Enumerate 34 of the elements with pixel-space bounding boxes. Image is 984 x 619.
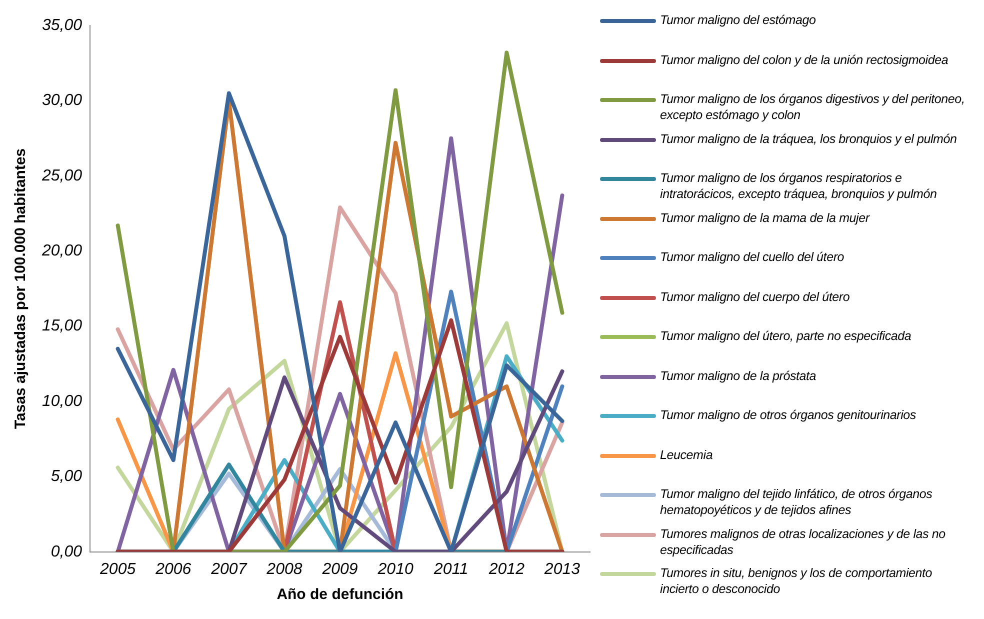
legend-label: Tumor maligno del cuello del útero bbox=[660, 249, 844, 265]
legend-label: Tumor maligno del cuerpo del útero bbox=[660, 288, 850, 304]
legend-label: Tumores in situ, benignos y los de comportamiento incierto o desconocido bbox=[660, 565, 934, 597]
x-tick-label: 2006 bbox=[154, 560, 192, 578]
x-tick-label: 2009 bbox=[321, 560, 358, 578]
y-tick-label: 10,00 bbox=[42, 392, 82, 410]
x-axis-title: Año de defunción bbox=[276, 586, 404, 604]
y-tick-label: 20,00 bbox=[40, 242, 82, 260]
y-tick-label: 5,00 bbox=[50, 468, 82, 486]
legend-label: Leucemia bbox=[660, 446, 713, 462]
y-axis-title: Tasas ajustadas por 100.000 habitantes bbox=[12, 148, 30, 430]
x-tick-label: 2010 bbox=[376, 560, 414, 578]
legend-label: Tumores malignos de otras localizaciones y de las no especificadas bbox=[660, 526, 946, 558]
y-tick-label: 0,00 bbox=[50, 543, 82, 560]
x-tick-label: 2012 bbox=[488, 560, 525, 578]
y-tick-label: 30,00 bbox=[42, 92, 82, 110]
legend-label: Tumor maligno de la mama de la mujer bbox=[660, 210, 870, 226]
legend-label: Tumor maligno de otros órganos genitourinarios bbox=[660, 407, 916, 423]
x-tick-label: 2008 bbox=[266, 560, 302, 578]
legend-label: Tumor maligno de la próstata bbox=[660, 368, 816, 384]
legend-label: Tumor maligno de la tráquea, los bronquios y el pulmón bbox=[660, 130, 957, 146]
y-tick-label: 15,00 bbox=[42, 318, 82, 335]
legend-label: Tumor maligno de los órganos digestivos y del peritoneo, excepto estómago y colon bbox=[660, 91, 966, 123]
y-tick-label: 25,00 bbox=[40, 167, 82, 184]
x-tick-label: 2011 bbox=[432, 560, 468, 578]
x-tick-label: 2013 bbox=[543, 560, 580, 578]
legend-label: Tumor maligno del útero, parte no especificada bbox=[660, 328, 912, 344]
legend-label: Tumor maligno del tejido linfático, de otros órganos hematopoyéticos y de tejidos afines bbox=[660, 486, 934, 518]
legend-label: Tumor maligno del colon y de la unión rectosigmoidea bbox=[660, 52, 948, 68]
legend-label: Tumor maligno del estómago bbox=[660, 12, 816, 28]
x-tick-label: 2005 bbox=[99, 560, 136, 578]
legend-label: Tumor maligno de los órganos respiratorios e intratorácicos, excepto tráquea, bronquios y pulmón bbox=[660, 170, 938, 202]
y-tick-label: 35,00 bbox=[42, 17, 82, 34]
x-tick-label: 2007 bbox=[210, 560, 248, 578]
